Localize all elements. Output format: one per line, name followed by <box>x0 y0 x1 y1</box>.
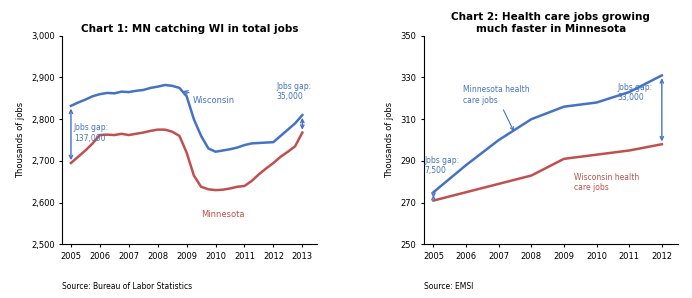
Text: Minnesota health
care jobs: Minnesota health care jobs <box>463 85 529 130</box>
Y-axis label: Thousands of jobs: Thousands of jobs <box>17 102 26 178</box>
Text: Jobs gap:
33,000: Jobs gap: 33,000 <box>618 83 653 103</box>
Text: Source: EMSI: Source: EMSI <box>424 282 473 291</box>
Text: Jobs gap:
35,000: Jobs gap: 35,000 <box>276 82 311 101</box>
Text: Wisconsin: Wisconsin <box>185 91 235 105</box>
Text: Wisconsin health
care jobs: Wisconsin health care jobs <box>574 173 639 192</box>
Text: Jobs gap:
7,500: Jobs gap: 7,500 <box>424 156 459 176</box>
Text: Source: Bureau of Labor Statistics: Source: Bureau of Labor Statistics <box>62 282 192 291</box>
Text: Jobs gap:
137,000: Jobs gap: 137,000 <box>74 123 109 143</box>
Y-axis label: Thousands of jobs: Thousands of jobs <box>385 102 394 178</box>
Text: Minnesota: Minnesota <box>201 210 244 219</box>
Title: Chart 2: Health care jobs growing
much faster in Minnesota: Chart 2: Health care jobs growing much f… <box>451 12 650 34</box>
Title: Chart 1: MN catching WI in total jobs: Chart 1: MN catching WI in total jobs <box>81 24 298 34</box>
